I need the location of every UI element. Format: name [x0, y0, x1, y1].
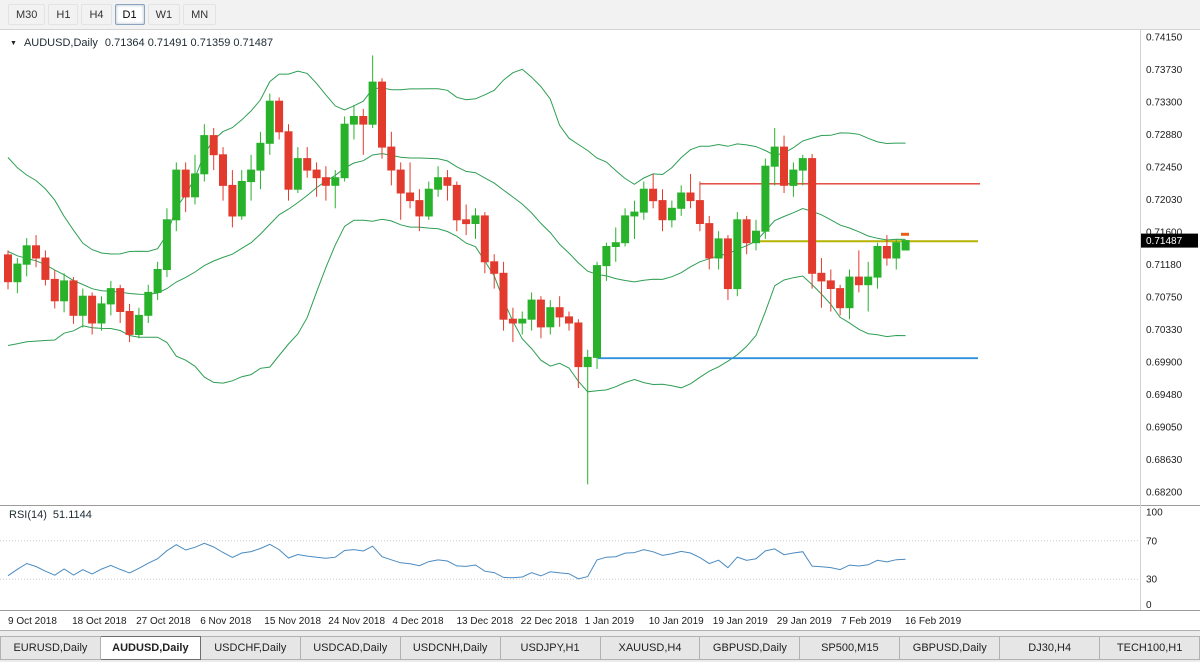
svg-text:0.71180: 0.71180	[1146, 260, 1182, 271]
svg-text:0.71487: 0.71487	[1146, 236, 1183, 247]
svg-text:70: 70	[1146, 536, 1158, 547]
svg-text:15 Nov 2018: 15 Nov 2018	[264, 616, 321, 627]
chart-canvas[interactable]: 0.74150 0.73730 0.73300 0.72880 0.72450 0.720…	[0, 30, 1200, 630]
svg-text:0.72880: 0.72880	[1146, 130, 1183, 141]
chart-tab-eurusd-daily[interactable]: EURUSD,Daily	[0, 636, 101, 660]
chart-tab-dj30-h4[interactable]: DJ30,H4	[1000, 636, 1101, 660]
chart-tab-gbpusd-daily[interactable]: GBPUSD,Daily	[700, 636, 801, 660]
rsi-line	[7, 542, 906, 580]
svg-text:1 Jan 2019: 1 Jan 2019	[585, 616, 635, 627]
timeframe-button-h1[interactable]: H1	[48, 4, 79, 25]
svg-text:0.68630: 0.68630	[1146, 455, 1183, 466]
svg-text:0: 0	[1146, 600, 1152, 611]
chart-tab-gbpusd-daily[interactable]: GBPUSD,Daily	[900, 636, 1001, 660]
svg-text:30: 30	[1146, 575, 1158, 586]
current-price-badge: 0.71487	[1141, 233, 1198, 248]
timeframe-button-h4[interactable]: H4	[81, 4, 112, 25]
svg-text:7 Feb 2019: 7 Feb 2019	[841, 616, 892, 627]
svg-text:18 Oct 2018: 18 Oct 2018	[72, 616, 127, 627]
svg-text:16 Feb 2019: 16 Feb 2019	[905, 616, 962, 627]
timeframe-button-mn[interactable]: MN	[183, 4, 217, 25]
svg-text:0.69900: 0.69900	[1146, 358, 1183, 369]
chart-area: 0.74150 0.73730 0.73300 0.72880 0.72450 0.720…	[0, 30, 1200, 630]
bollinger-lower-band	[7, 218, 906, 393]
timeframe-button-m30[interactable]: M30	[8, 4, 46, 25]
chart-tab-xauusd-h4[interactable]: XAUUSD,H4	[600, 636, 701, 660]
candles	[4, 55, 910, 485]
svg-text:0.70330: 0.70330	[1146, 325, 1183, 336]
chart-tab-usdcad-daily[interactable]: USDCAD,Daily	[300, 636, 401, 660]
svg-text:6 Nov 2018: 6 Nov 2018	[200, 616, 252, 627]
timeframe-toolbar: M30 H1 H4 D1 W1 MN	[0, 0, 1200, 30]
svg-text:27 Oct 2018: 27 Oct 2018	[136, 616, 191, 627]
chart-tab-usdchf-daily[interactable]: USDCHF,Daily	[200, 636, 301, 660]
svg-text:10 Jan 2019: 10 Jan 2019	[649, 616, 704, 627]
price-axis[interactable]: 0.74150 0.73730 0.73300 0.72880 0.72450 0.720…	[1146, 33, 1183, 499]
svg-text:0.72030: 0.72030	[1146, 195, 1183, 206]
svg-text:0.68200: 0.68200	[1146, 488, 1183, 499]
time-axis[interactable]: 9 Oct 2018 18 Oct 2018 27 Oct 2018 6 Nov 20…	[8, 616, 962, 627]
svg-text:4 Dec 2018: 4 Dec 2018	[392, 616, 444, 627]
chart-tab-audusd-daily[interactable]: AUDUSD,Daily	[100, 636, 201, 660]
price-marker	[901, 232, 909, 236]
svg-text:0.73730: 0.73730	[1146, 65, 1183, 76]
rsi-panel: 100 70 30 0	[0, 508, 1163, 611]
svg-text:0.70750: 0.70750	[1146, 293, 1183, 304]
chart-tabs-bar: EURUSD,Daily AUDUSD,Daily USDCHF,Daily USDC…	[0, 630, 1200, 662]
svg-text:0.69480: 0.69480	[1146, 390, 1183, 401]
svg-text:0.71600: 0.71600	[1146, 228, 1183, 239]
svg-text:100: 100	[1146, 508, 1163, 519]
svg-text:0.72450: 0.72450	[1146, 163, 1183, 174]
chart-tab-tech100-h1[interactable]: TECH100,H1	[1100, 636, 1200, 660]
chart-tab-usdcnh-daily[interactable]: USDCNH,Daily	[400, 636, 501, 660]
svg-text:0.69050: 0.69050	[1146, 423, 1183, 434]
bollinger-upper-band	[7, 68, 906, 255]
timeframe-button-w1[interactable]: W1	[147, 4, 181, 25]
svg-text:24 Nov 2018: 24 Nov 2018	[328, 616, 385, 627]
svg-text:29 Jan 2019: 29 Jan 2019	[777, 616, 832, 627]
timeframe-button-d1[interactable]: D1	[114, 4, 145, 25]
chart-tab-sp500-m15[interactable]: SP500,M15	[800, 636, 901, 660]
svg-text:0.73300: 0.73300	[1146, 98, 1183, 109]
svg-text:13 Dec 2018: 13 Dec 2018	[457, 616, 514, 627]
chart-tab-usdjpy-h1[interactable]: USDJPY,H1	[500, 636, 601, 660]
svg-text:0.74150: 0.74150	[1146, 33, 1183, 44]
svg-text:19 Jan 2019: 19 Jan 2019	[713, 616, 768, 627]
svg-text:22 Dec 2018: 22 Dec 2018	[521, 616, 578, 627]
svg-text:9 Oct 2018: 9 Oct 2018	[8, 616, 57, 627]
